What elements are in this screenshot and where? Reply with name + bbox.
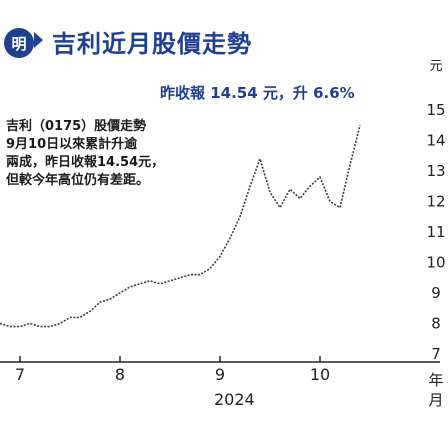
x-tick-label: 10	[310, 365, 330, 384]
x-axis-unit: 年月	[428, 371, 444, 409]
x-tick-label: 9	[215, 365, 225, 384]
annotation-line: 但較今年高位仍有差距。	[6, 173, 150, 188]
y-tick-label: 15	[426, 101, 445, 119]
price-summary: 昨收報 14.54 元，升 6.6%	[160, 84, 355, 102]
y-tick-label: 14	[426, 132, 445, 150]
annotation-line: 吉利（0175）股價走勢	[6, 119, 147, 134]
y-tick-label: 7	[431, 345, 441, 363]
chart-title: 吉利近月股價走勢	[52, 30, 252, 58]
y-axis-unit: 元	[429, 59, 443, 74]
y-tick-label: 8	[431, 315, 441, 333]
y-tick-label: 11	[426, 223, 445, 241]
x-tick-label: 8	[115, 365, 125, 384]
annotation-line: 兩成，昨日收報14.54元，	[6, 155, 165, 170]
annotation-text: 吉利（0175）股價走勢 9月10日以來累計升逾 兩成，昨日收報14.54元， …	[6, 118, 164, 190]
chart-header: 明 吉利近月股價走勢	[0, 0, 448, 58]
x-axis-year: 2024	[214, 390, 255, 409]
y-tick-label: 9	[431, 284, 441, 302]
y-tick-label: 13	[426, 162, 445, 180]
y-tick-label: 12	[426, 193, 445, 211]
annotation-line: 9月10日以來累計升逾	[6, 137, 138, 152]
x-tick-label: 7	[15, 365, 25, 384]
price-series-line	[0, 125, 361, 328]
chevron-right-icon	[34, 32, 43, 48]
y-tick-label: 10	[426, 254, 445, 272]
brand-logo: 明	[4, 28, 34, 58]
